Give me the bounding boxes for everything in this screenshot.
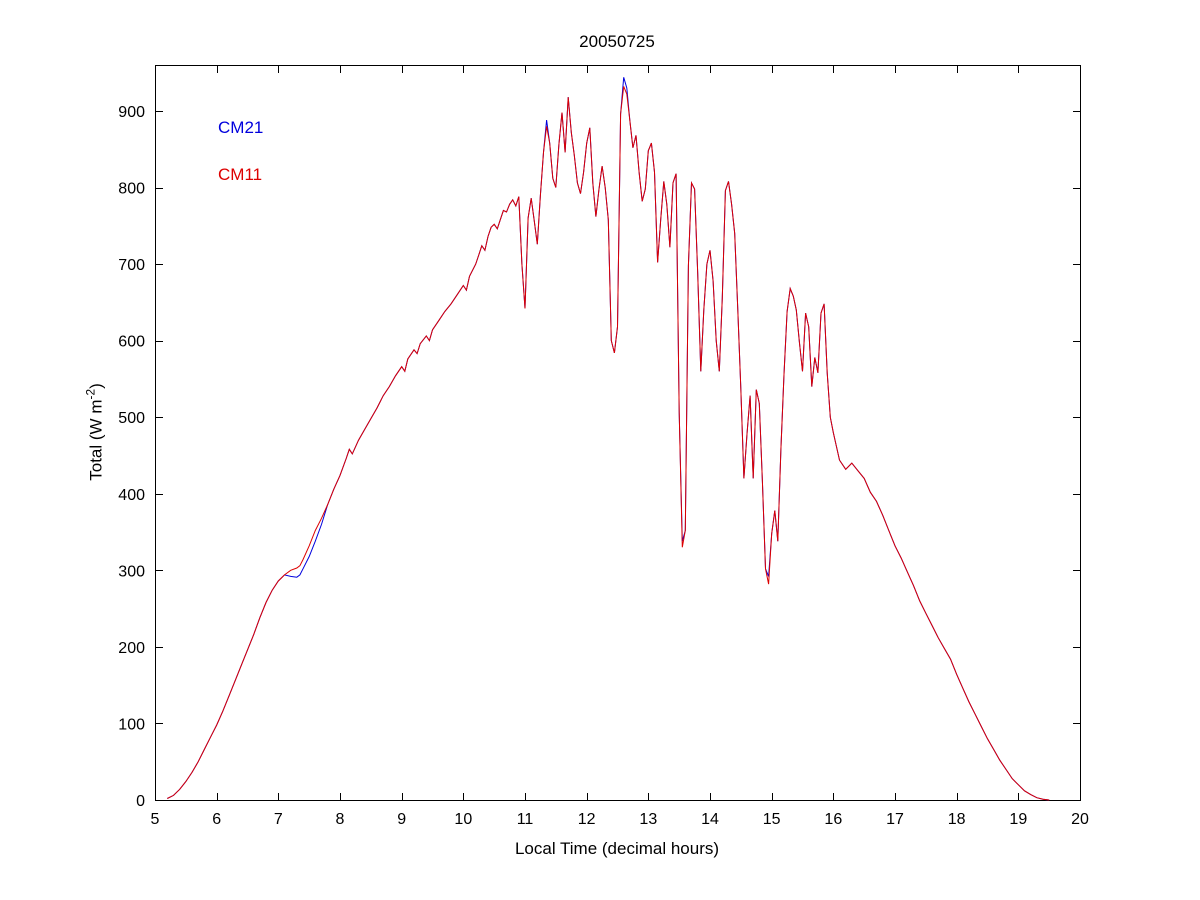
legend-cm11-label: CM11 — [218, 165, 263, 184]
y-tick-label: 200 — [118, 640, 145, 657]
y-tick-label: 400 — [118, 487, 145, 504]
plot-box — [155, 65, 1081, 801]
y-tick-label: 0 — [136, 793, 145, 810]
x-tick-label: 19 — [1009, 811, 1027, 828]
x-tick-label: 6 — [212, 811, 221, 828]
x-tick-label: 7 — [274, 811, 283, 828]
x-tick-label: 13 — [639, 811, 657, 828]
y-tick-label: 500 — [118, 410, 145, 427]
x-tick-label: 10 — [454, 811, 472, 828]
series-line-cm11 — [167, 86, 1050, 801]
x-tick-label: 8 — [336, 811, 345, 828]
x-tick-label: 14 — [701, 811, 719, 828]
y-tick-label: 300 — [118, 563, 145, 580]
chart-title: 20050725 — [579, 32, 655, 51]
legend-cm21-label: CM21 — [218, 118, 264, 137]
x-tick-label: 18 — [948, 811, 966, 828]
x-tick-label: 5 — [151, 811, 160, 828]
y-tick-label: 600 — [118, 334, 145, 351]
x-tick-label: 16 — [824, 811, 842, 828]
x-tick-label: 11 — [517, 811, 534, 828]
x-tick-label: 12 — [578, 811, 596, 828]
series-line-cm21 — [167, 77, 1050, 801]
y-axis-label: Total (W m-2) — [84, 383, 107, 480]
x-tick-label: 9 — [397, 811, 406, 828]
y-tick-label: 100 — [118, 716, 145, 733]
x-tick-label: 17 — [886, 811, 904, 828]
legend: CM21 CM11 — [218, 119, 263, 213]
y-tick-label: 700 — [118, 257, 145, 274]
x-tick-label: 20 — [1071, 811, 1089, 828]
y-axis-label-superscript: -2 — [83, 388, 98, 400]
y-axis-label-text: Total (W m — [86, 399, 106, 481]
x-tick-label: 15 — [763, 811, 781, 828]
y-tick-label: 900 — [118, 104, 145, 121]
x-axis-label: Local Time (decimal hours) — [514, 839, 720, 858]
y-axis-label-close: ) — [86, 383, 106, 389]
y-tick-label: 800 — [118, 181, 145, 198]
